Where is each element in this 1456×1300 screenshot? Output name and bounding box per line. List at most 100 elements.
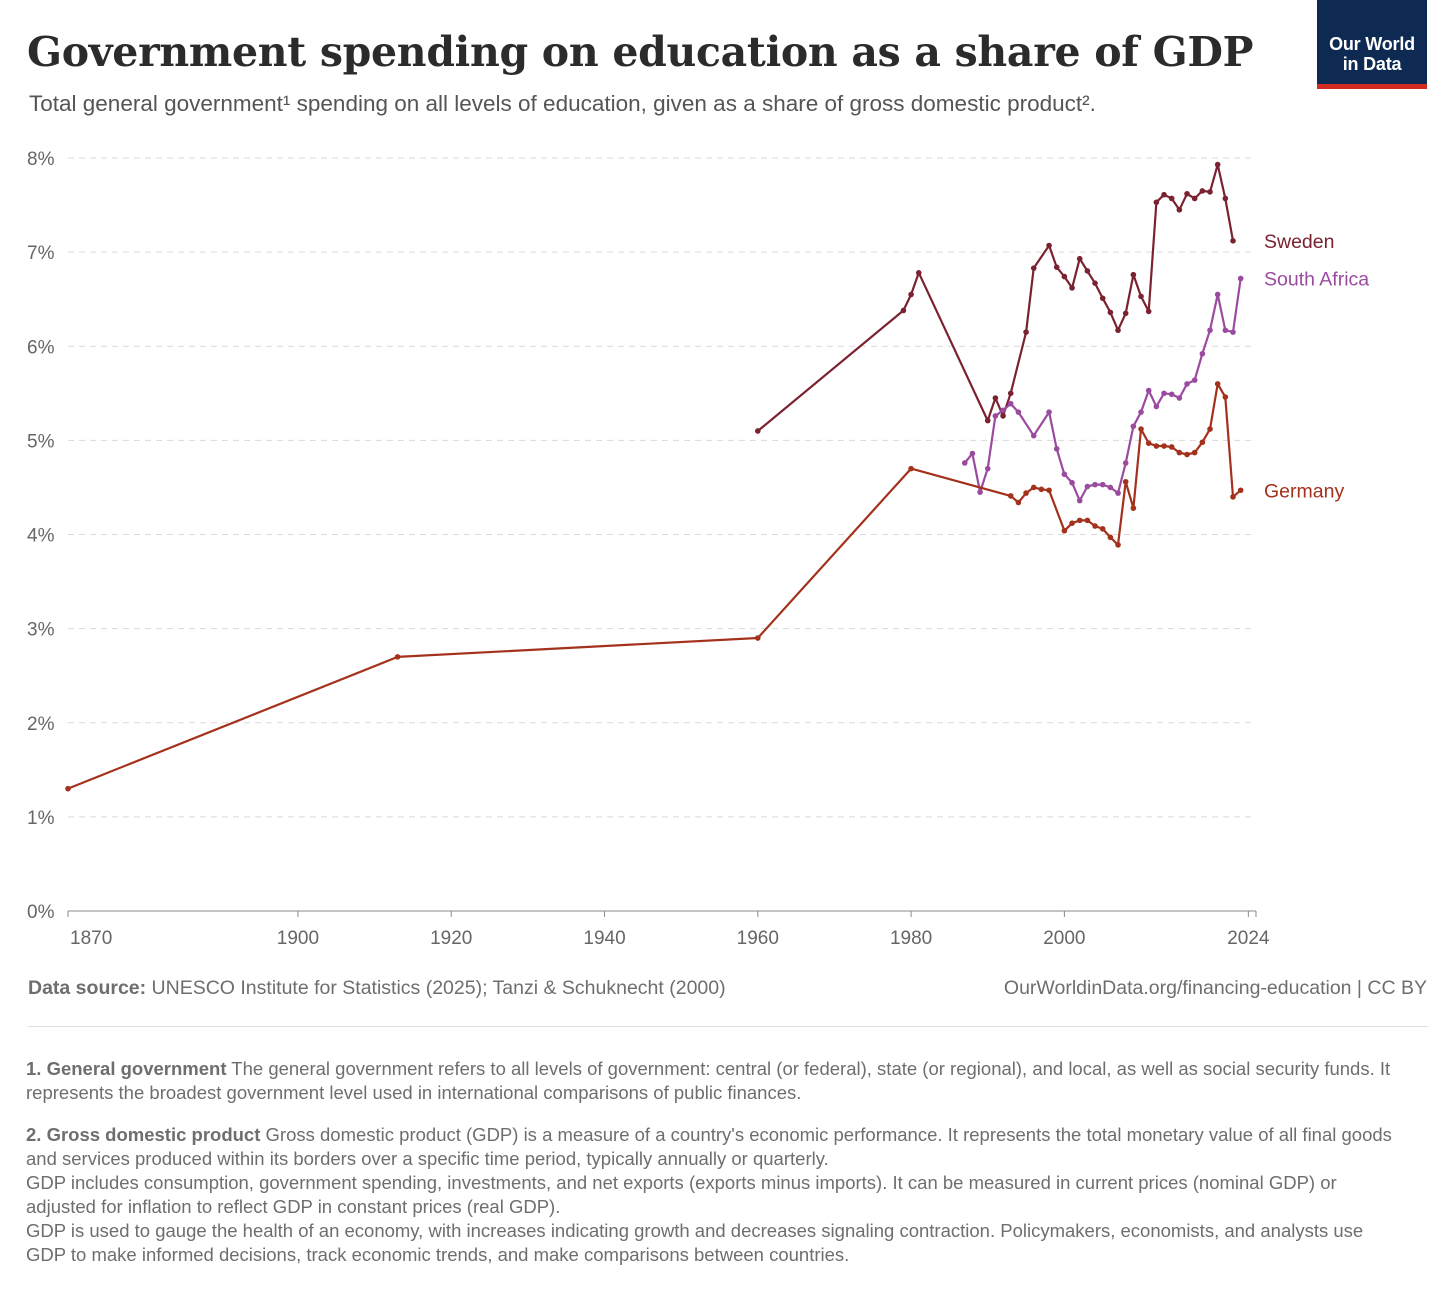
- data-point: [1122, 310, 1129, 317]
- data-point: [1184, 451, 1190, 458]
- y-tick-label: 1%: [27, 808, 55, 829]
- y-tick-label: 3%: [27, 620, 55, 641]
- data-point: [1000, 413, 1006, 419]
- footnote-text: Gross domestic product (GDP) is a measur…: [26, 1124, 1392, 1169]
- chart-subtitle: Total general government¹ spending on al…: [29, 91, 1096, 116]
- data-point: [1130, 423, 1137, 430]
- data-point: [1191, 377, 1198, 383]
- data-point: [1168, 391, 1175, 398]
- data-point: [1061, 471, 1068, 478]
- series-line: [757, 163, 1235, 432]
- series-label: Germany: [1264, 480, 1344, 502]
- data-point: [1161, 191, 1167, 198]
- series-south-africa: [961, 275, 1244, 504]
- data-point: [1184, 381, 1190, 387]
- y-tick-label: 6%: [27, 337, 55, 358]
- data-point: [1046, 487, 1052, 494]
- data-point: [977, 489, 983, 495]
- data-point: [1069, 479, 1075, 486]
- data-point: [1115, 542, 1121, 548]
- y-tick-label: 5%: [27, 431, 55, 452]
- data-point: [1207, 327, 1213, 334]
- data-point: [992, 395, 999, 401]
- data-point: [1222, 394, 1229, 400]
- data-point: [1069, 520, 1075, 527]
- y-tick-label: 4%: [27, 526, 55, 547]
- data-point: [1191, 449, 1198, 456]
- data-point: [1237, 487, 1244, 494]
- series-labels: Sweden South Africa Germany: [1264, 231, 1369, 502]
- data-point: [984, 417, 991, 424]
- footnote-general-government: 1. General government The general govern…: [26, 1057, 1401, 1105]
- data-point: [1168, 444, 1175, 450]
- data-point: [1237, 275, 1244, 282]
- data-point: [1076, 497, 1083, 504]
- data-point: [900, 307, 907, 314]
- source-url[interactable]: OurWorldinData.org/financing-education |…: [1003, 977, 1427, 999]
- data-point: [1107, 484, 1114, 491]
- y-tick-label: 2%: [27, 714, 55, 735]
- x-tick-label: 2024: [1227, 928, 1270, 949]
- logo-line-1: Our World: [1329, 34, 1415, 54]
- data-point: [1015, 499, 1022, 506]
- data-point: [1015, 409, 1022, 415]
- data-point: [755, 635, 761, 641]
- data-point: [1053, 446, 1060, 452]
- footnote-paragraph: 2. Gross domestic product Gross domestic…: [26, 1123, 1401, 1171]
- y-tick-label: 8%: [27, 149, 55, 170]
- data-point: [1030, 265, 1037, 271]
- series-lines: [65, 161, 1244, 792]
- data-point: [755, 428, 761, 434]
- x-axis: 1870 1900 1920 1940 1960 1980 2000 2024: [67, 910, 1270, 949]
- data-point: [1107, 309, 1114, 316]
- y-tick-label: 0%: [27, 902, 55, 923]
- data-point: [984, 465, 991, 472]
- footnote-label: 1. General government: [26, 1058, 227, 1079]
- x-tick-label: 1960: [737, 928, 779, 949]
- x-tick-label: 1870: [70, 928, 112, 949]
- logo-line-2: in Data: [1342, 54, 1402, 74]
- data-point: [1000, 407, 1006, 414]
- data-point: [1214, 291, 1221, 298]
- owid-logo[interactable]: Our World in Data: [1317, 0, 1427, 89]
- divider: [28, 1026, 1428, 1027]
- data-point: [908, 291, 914, 298]
- chart-title: Government spending on education as a sh…: [27, 28, 1254, 76]
- data-point: [1230, 494, 1236, 500]
- series-line: [963, 278, 1242, 502]
- series-label: Sweden: [1264, 231, 1334, 253]
- footnote-text: The general government refers to all lev…: [26, 1058, 1391, 1103]
- footnote-paragraph: GDP includes consumption, government spe…: [26, 1172, 1337, 1217]
- data-point: [1176, 395, 1183, 401]
- series-germany: [65, 381, 1244, 792]
- data-point: [1230, 238, 1236, 244]
- data-point: [1007, 390, 1014, 397]
- data-point: [1138, 426, 1144, 432]
- data-point: [1076, 255, 1083, 262]
- footnote-paragraph: GDP is used to gauge the health of an ec…: [26, 1220, 1364, 1265]
- data-point: [1007, 493, 1014, 499]
- x-tick-label: 1940: [583, 928, 625, 949]
- data-point: [1084, 517, 1091, 524]
- gridlines: [68, 157, 1256, 818]
- data-point: [1092, 481, 1098, 488]
- data-point: [1030, 432, 1037, 439]
- data-point: [1099, 295, 1106, 302]
- data-point: [1145, 387, 1152, 394]
- data-point: [1145, 440, 1152, 446]
- logo-accent-bar: [1317, 84, 1427, 89]
- data-point: [1023, 490, 1029, 496]
- data-point: [1191, 195, 1198, 202]
- data-source-text[interactable]: UNESCO Institute for Statistics (2025); …: [146, 977, 726, 999]
- data-point: [1214, 381, 1221, 387]
- data-point: [1061, 273, 1068, 280]
- data-point: [1130, 505, 1137, 511]
- data-point: [1184, 190, 1190, 197]
- data-point: [1069, 285, 1075, 291]
- data-point: [1107, 534, 1114, 541]
- data-point: [1007, 400, 1014, 407]
- data-point: [961, 460, 968, 466]
- x-tick-label: 1900: [277, 928, 319, 949]
- data-point: [1099, 481, 1106, 488]
- data-point: [992, 413, 999, 419]
